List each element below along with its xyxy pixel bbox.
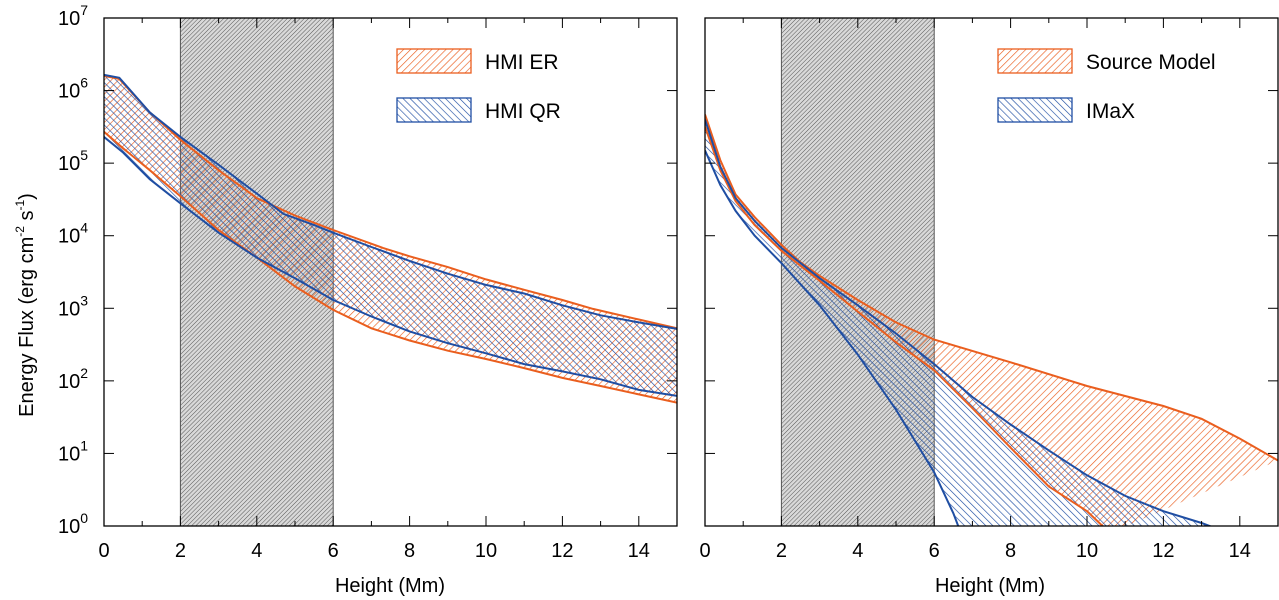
x-tick-label: 12 [1152, 540, 1174, 562]
y-tick-label: 103 [58, 292, 88, 320]
x-tick-label: 4 [251, 540, 262, 562]
x-axis-title-right: Height (Mm) [935, 575, 1045, 597]
x-tick-label: 0 [98, 540, 109, 562]
line-source-model-upper [705, 114, 1278, 462]
line-hmi-er-upper [104, 74, 677, 330]
x-tick-label: 14 [628, 540, 650, 562]
x-tick-label: 2 [776, 540, 787, 562]
x-tick-label: 14 [1229, 540, 1251, 562]
legend-swatch-imax [997, 97, 1073, 123]
band-hmi-qr [104, 74, 677, 396]
line-imax-lower [705, 149, 960, 526]
legend-swatch-hmi-er [396, 48, 472, 74]
y-tick-label: 106 [58, 75, 88, 103]
x-tick-label: 4 [852, 540, 863, 562]
y-tick-label: 107 [58, 2, 88, 30]
panel-left: 0 2 4 6 8 10 12 14 100 101 102 103 104 105 106 107 HMI E… [58, 2, 678, 562]
x-tick-label: 10 [1076, 540, 1098, 562]
y-axis-title: Energy Flux (erg cm-2 s-1) [13, 193, 38, 417]
x-tick-label: 2 [175, 540, 186, 562]
panel-right: 0 2 4 6 8 10 12 14 Source Model IMaX [699, 17, 1279, 562]
line-hmi-er-lower [104, 131, 677, 404]
line-hmi-qr-lower [104, 136, 677, 397]
band-source-model [705, 114, 1278, 526]
plot-frame [704, 17, 1279, 527]
legend-label-imax: IMaX [1086, 100, 1135, 123]
y-tick-label: 104 [58, 220, 88, 248]
x-tick-label: 10 [475, 540, 497, 562]
legend-label-hmi-er: HMI ER [485, 51, 559, 74]
legend-swatch-hmi-qr [396, 97, 472, 123]
x-tick-label: 6 [929, 540, 940, 562]
y-tick-label: 101 [58, 437, 88, 465]
band-imax [705, 119, 1210, 526]
x-tick-label: 8 [404, 540, 415, 562]
line-hmi-qr-upper [104, 73, 677, 330]
line-imax-upper [705, 119, 1213, 526]
x-tick-label: 0 [699, 540, 710, 562]
x-axis-title-left: Height (Mm) [335, 575, 445, 597]
legend-swatch-source-model [997, 48, 1073, 74]
x-tick-label: 8 [1005, 540, 1016, 562]
line-source-model-lower [705, 126, 1104, 526]
y-tick-label: 100 [58, 510, 88, 538]
x-tick-label: 12 [551, 540, 573, 562]
legend-label-source-model: Source Model [1086, 51, 1216, 74]
legend-label-hmi-qr: HMI QR [485, 100, 561, 123]
y-tick-label: 102 [58, 365, 88, 393]
y-tick-label: 105 [58, 147, 88, 175]
plot-frame [103, 17, 678, 527]
x-tick-label: 6 [328, 540, 339, 562]
